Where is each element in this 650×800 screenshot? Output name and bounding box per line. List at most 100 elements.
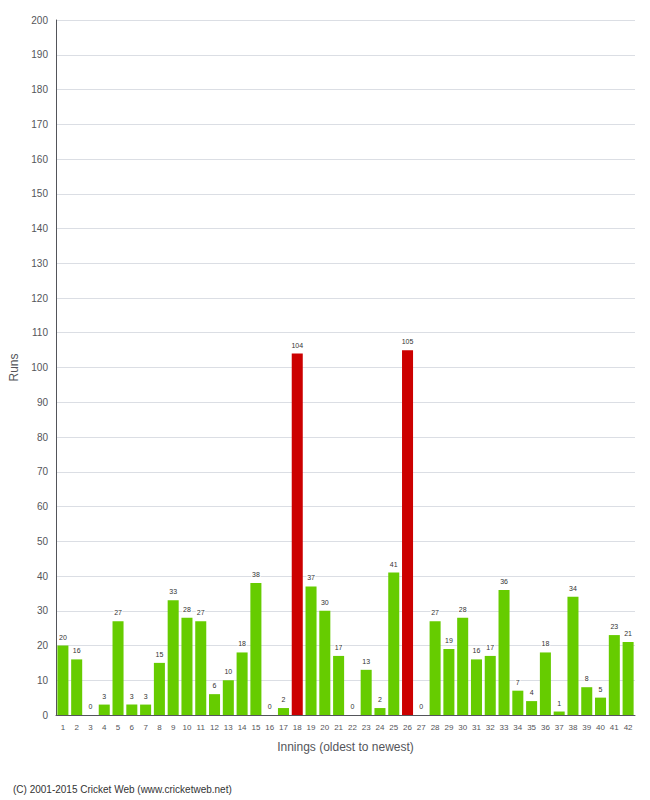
svg-text:38: 38 <box>569 723 578 732</box>
svg-text:19: 19 <box>307 723 316 732</box>
svg-text:16: 16 <box>73 647 81 654</box>
svg-text:Innings (oldest to newest): Innings (oldest to newest) <box>277 740 414 754</box>
svg-text:105: 105 <box>402 338 414 345</box>
svg-text:17: 17 <box>486 644 494 651</box>
svg-text:9: 9 <box>171 723 176 732</box>
svg-text:37: 37 <box>307 574 315 581</box>
svg-text:0: 0 <box>89 703 93 710</box>
svg-text:3: 3 <box>130 693 134 700</box>
svg-text:41: 41 <box>610 723 619 732</box>
svg-text:150: 150 <box>31 188 48 199</box>
svg-text:80: 80 <box>37 432 49 443</box>
svg-text:8: 8 <box>585 675 589 682</box>
svg-text:50: 50 <box>37 536 49 547</box>
svg-text:27: 27 <box>114 609 122 616</box>
svg-text:4: 4 <box>102 723 107 732</box>
svg-text:12: 12 <box>210 723 219 732</box>
svg-text:20: 20 <box>320 723 329 732</box>
svg-text:40: 40 <box>37 571 49 582</box>
svg-text:3: 3 <box>144 693 148 700</box>
svg-text:33: 33 <box>169 588 177 595</box>
svg-text:10: 10 <box>37 675 49 686</box>
svg-text:36: 36 <box>500 578 508 585</box>
svg-text:18: 18 <box>293 723 302 732</box>
svg-text:34: 34 <box>569 585 577 592</box>
svg-text:13: 13 <box>224 723 233 732</box>
svg-text:17: 17 <box>279 723 288 732</box>
svg-text:13: 13 <box>362 658 370 665</box>
svg-text:3: 3 <box>102 693 106 700</box>
svg-text:1: 1 <box>557 700 561 707</box>
svg-text:35: 35 <box>527 723 536 732</box>
svg-text:0: 0 <box>350 703 354 710</box>
svg-text:40: 40 <box>596 723 605 732</box>
svg-text:30: 30 <box>321 599 329 606</box>
svg-text:20: 20 <box>37 640 49 651</box>
svg-text:120: 120 <box>31 293 48 304</box>
svg-text:140: 140 <box>31 223 48 234</box>
svg-text:16: 16 <box>473 647 481 654</box>
svg-text:10: 10 <box>183 723 192 732</box>
svg-text:90: 90 <box>37 397 49 408</box>
svg-text:21: 21 <box>624 630 632 637</box>
svg-text:15: 15 <box>251 723 260 732</box>
svg-text:30: 30 <box>458 723 467 732</box>
svg-text:26: 26 <box>403 723 412 732</box>
svg-text:2: 2 <box>378 696 382 703</box>
svg-text:180: 180 <box>31 84 48 95</box>
svg-text:42: 42 <box>624 723 633 732</box>
svg-text:10: 10 <box>224 668 232 675</box>
svg-text:160: 160 <box>31 154 48 165</box>
svg-text:20: 20 <box>59 634 67 641</box>
svg-text:6: 6 <box>130 723 135 732</box>
svg-text:7: 7 <box>516 679 520 686</box>
svg-text:28: 28 <box>459 606 467 613</box>
svg-text:28: 28 <box>431 723 440 732</box>
svg-text:18: 18 <box>238 640 246 647</box>
svg-text:2: 2 <box>282 696 286 703</box>
svg-text:11: 11 <box>197 723 206 732</box>
svg-text:6: 6 <box>213 682 217 689</box>
svg-text:18: 18 <box>541 640 549 647</box>
svg-text:39: 39 <box>582 723 591 732</box>
svg-text:60: 60 <box>37 501 49 512</box>
svg-text:21: 21 <box>334 723 343 732</box>
svg-text:19: 19 <box>445 637 453 644</box>
svg-text:27: 27 <box>197 609 205 616</box>
svg-text:190: 190 <box>31 49 48 60</box>
svg-text:23: 23 <box>610 623 618 630</box>
svg-text:5: 5 <box>116 723 121 732</box>
svg-text:33: 33 <box>500 723 509 732</box>
svg-text:16: 16 <box>265 723 274 732</box>
svg-text:7: 7 <box>143 723 148 732</box>
svg-text:8: 8 <box>157 723 162 732</box>
svg-text:Runs: Runs <box>7 353 21 381</box>
svg-text:0: 0 <box>419 703 423 710</box>
svg-text:22: 22 <box>348 723 357 732</box>
svg-text:0: 0 <box>268 703 272 710</box>
svg-text:1: 1 <box>61 723 66 732</box>
svg-text:130: 130 <box>31 258 48 269</box>
svg-text:36: 36 <box>541 723 550 732</box>
svg-text:15: 15 <box>155 651 163 658</box>
svg-text:4: 4 <box>530 689 534 696</box>
svg-text:200: 200 <box>31 15 48 26</box>
svg-text:100: 100 <box>31 362 48 373</box>
svg-text:70: 70 <box>37 466 49 477</box>
svg-text:0: 0 <box>42 710 48 721</box>
svg-text:5: 5 <box>599 686 603 693</box>
svg-text:25: 25 <box>389 723 398 732</box>
svg-text:170: 170 <box>31 119 48 130</box>
svg-text:29: 29 <box>444 723 453 732</box>
svg-text:(C) 2001-2015 Cricket Web (www: (C) 2001-2015 Cricket Web (www.cricketwe… <box>13 784 232 795</box>
svg-text:17: 17 <box>335 644 343 651</box>
svg-text:3: 3 <box>88 723 93 732</box>
svg-text:41: 41 <box>390 561 398 568</box>
svg-text:110: 110 <box>32 327 48 338</box>
svg-text:27: 27 <box>417 723 426 732</box>
svg-text:38: 38 <box>252 571 260 578</box>
svg-text:23: 23 <box>362 723 371 732</box>
svg-text:2: 2 <box>74 723 79 732</box>
svg-text:24: 24 <box>376 723 385 732</box>
svg-text:27: 27 <box>431 609 439 616</box>
